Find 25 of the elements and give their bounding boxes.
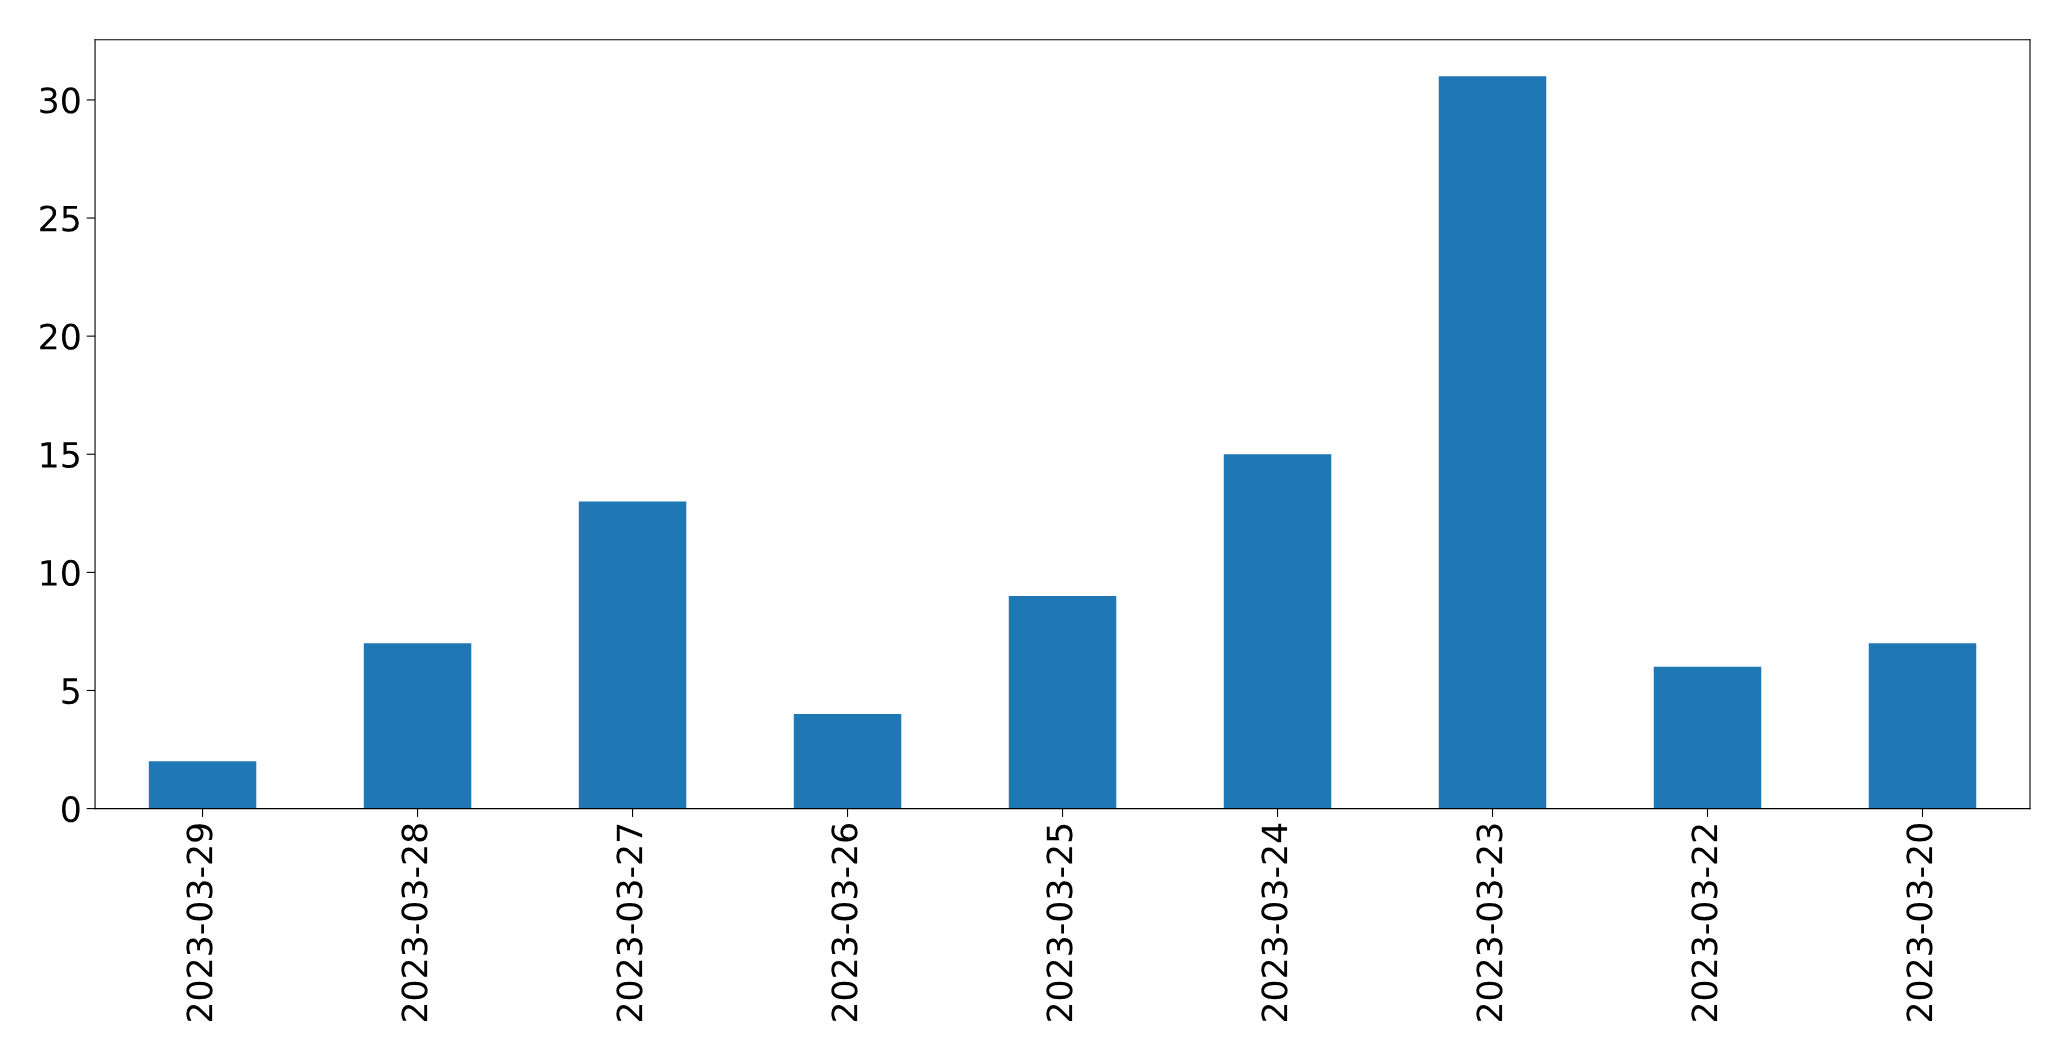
bar <box>1653 666 1762 809</box>
bar <box>1008 595 1117 809</box>
bar <box>578 501 687 809</box>
x-tick-label: 2023-03-22 <box>1691 825 1718 1022</box>
bar <box>1438 76 1547 809</box>
x-tick-label: 2023-03-24 <box>1261 823 1288 1022</box>
y-tick-label: 30 <box>40 87 80 114</box>
y-tick-label: 20 <box>40 323 80 350</box>
y-tick-label: 0 <box>62 796 80 823</box>
y-tick-label: 15 <box>41 442 79 468</box>
x-tick-label: 2023-03-20 <box>1906 824 1933 1022</box>
x-tick-label: 2023-03-28 <box>401 824 428 1022</box>
bar <box>363 643 472 809</box>
y-tick-label: 10 <box>41 559 80 587</box>
y-tick-label: 5 <box>62 678 79 705</box>
x-tick-label: 2023-03-26 <box>831 823 858 1022</box>
bar <box>1868 643 1977 809</box>
x-tick-label: 2023-03-29 <box>186 824 213 1022</box>
bar <box>148 761 257 809</box>
bar <box>793 714 902 809</box>
x-tick-label: 2023-03-27 <box>616 824 643 1022</box>
y-tick-label: 25 <box>40 205 79 232</box>
bar <box>1223 454 1332 809</box>
x-tick-label: 2023-03-25 <box>1046 824 1073 1022</box>
x-tick-label: 2023-03-23 <box>1476 824 1503 1022</box>
